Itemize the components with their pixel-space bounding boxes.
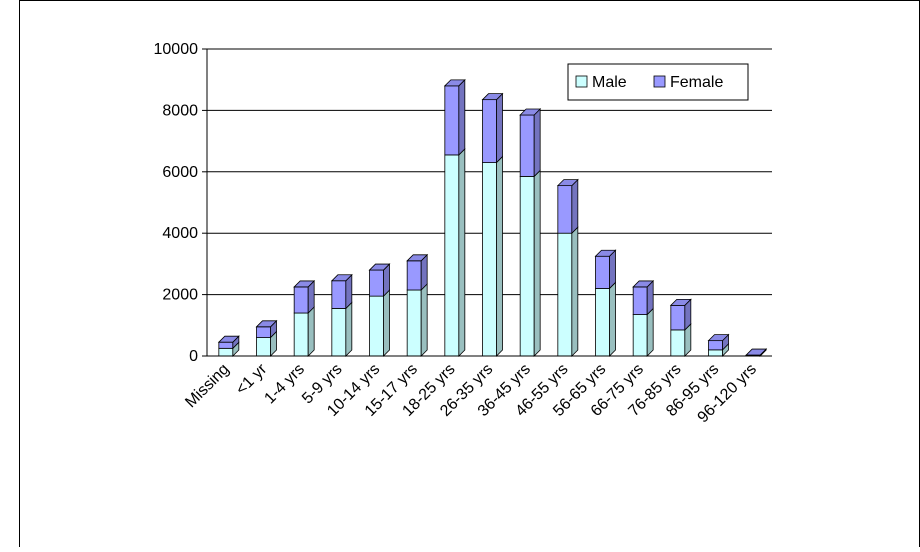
y-tick-label: 4000 — [162, 225, 198, 242]
y-tick-label: 8000 — [162, 102, 198, 119]
y-tick-label: 6000 — [162, 164, 198, 181]
bar-male-8 — [520, 170, 540, 356]
bar-male-10 — [596, 282, 616, 356]
bar-female-2 — [294, 281, 314, 313]
bar-female-4 — [370, 264, 390, 296]
legend: Male Female — [568, 64, 748, 100]
bar-female-9 — [558, 180, 578, 234]
bar-male-6 — [445, 149, 465, 356]
bar-male-2 — [294, 307, 314, 356]
bar-female-8 — [520, 109, 540, 176]
legend-swatch-male — [576, 76, 587, 87]
bar-male-5 — [407, 284, 427, 356]
y-tick-label: 0 — [189, 348, 198, 365]
bar-male-3 — [332, 302, 352, 356]
bar-male-11 — [633, 309, 653, 356]
legend-label-female: Female — [670, 74, 723, 91]
bar-male-7 — [483, 157, 503, 356]
bar-female-10 — [596, 250, 616, 288]
bar-female-3 — [332, 275, 352, 309]
bar-female-1 — [257, 321, 277, 338]
legend-swatch-female — [654, 76, 665, 87]
bar-male-9 — [558, 227, 578, 356]
bar-female-11 — [633, 281, 653, 315]
bar-male-4 — [370, 290, 390, 356]
bar-female-12 — [671, 299, 691, 330]
bar-female-5 — [407, 255, 427, 290]
bar-female-7 — [483, 94, 503, 163]
legend-label-male: Male — [592, 74, 627, 91]
y-tick-label: 10000 — [154, 41, 199, 58]
y-tick-label: 2000 — [162, 287, 198, 304]
bar-female-6 — [445, 80, 465, 155]
